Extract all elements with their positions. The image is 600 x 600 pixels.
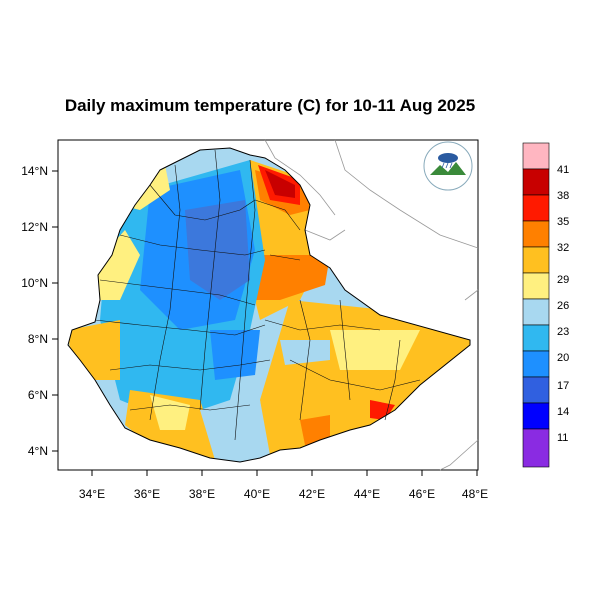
x-tick-label: 48°E bbox=[462, 487, 488, 501]
x-tick-label: 46°E bbox=[409, 487, 435, 501]
colorbar-label: 14 bbox=[557, 406, 569, 418]
y-tick-label: 6°N bbox=[28, 388, 48, 402]
colorbar-label: 20 bbox=[557, 352, 569, 364]
colorbar-label: 17 bbox=[557, 380, 569, 392]
x-tick-label: 40°E bbox=[244, 487, 270, 501]
admin-boundaries bbox=[94, 149, 421, 441]
y-tick-label: 8°N bbox=[28, 332, 48, 346]
neighbor-borders bbox=[264, 139, 479, 471]
institute-logo bbox=[423, 141, 473, 191]
x-tick-label: 38°E bbox=[189, 487, 215, 501]
colorbar-label: 38 bbox=[557, 190, 569, 202]
colorbar-label: 35 bbox=[557, 216, 569, 228]
y-tick-label: 4°N bbox=[28, 444, 48, 458]
map-title: Daily maximum temperature (C) for 10-11 … bbox=[64, 96, 476, 115]
x-tick-label: 36°E bbox=[134, 487, 160, 501]
colorbar-label: 26 bbox=[557, 300, 569, 312]
country-outline bbox=[67, 147, 471, 463]
x-tick-label: 42°E bbox=[299, 487, 325, 501]
x-tick-label: 34°E bbox=[79, 487, 105, 501]
y-tick-label: 10°N bbox=[21, 276, 48, 290]
colorbar-label: 32 bbox=[557, 242, 569, 254]
colorbar-label: 23 bbox=[557, 326, 569, 338]
y-tick-label: 12°N bbox=[21, 220, 48, 234]
x-tick-label: 44°E bbox=[354, 487, 380, 501]
colorbar-label: 29 bbox=[557, 274, 569, 286]
colorbar-label: 11 bbox=[557, 432, 568, 444]
y-tick-label: 14°N bbox=[21, 164, 48, 178]
colorbar-label: 41 bbox=[557, 164, 569, 176]
axis-ticks bbox=[52, 170, 478, 476]
colorbar bbox=[522, 142, 550, 468]
